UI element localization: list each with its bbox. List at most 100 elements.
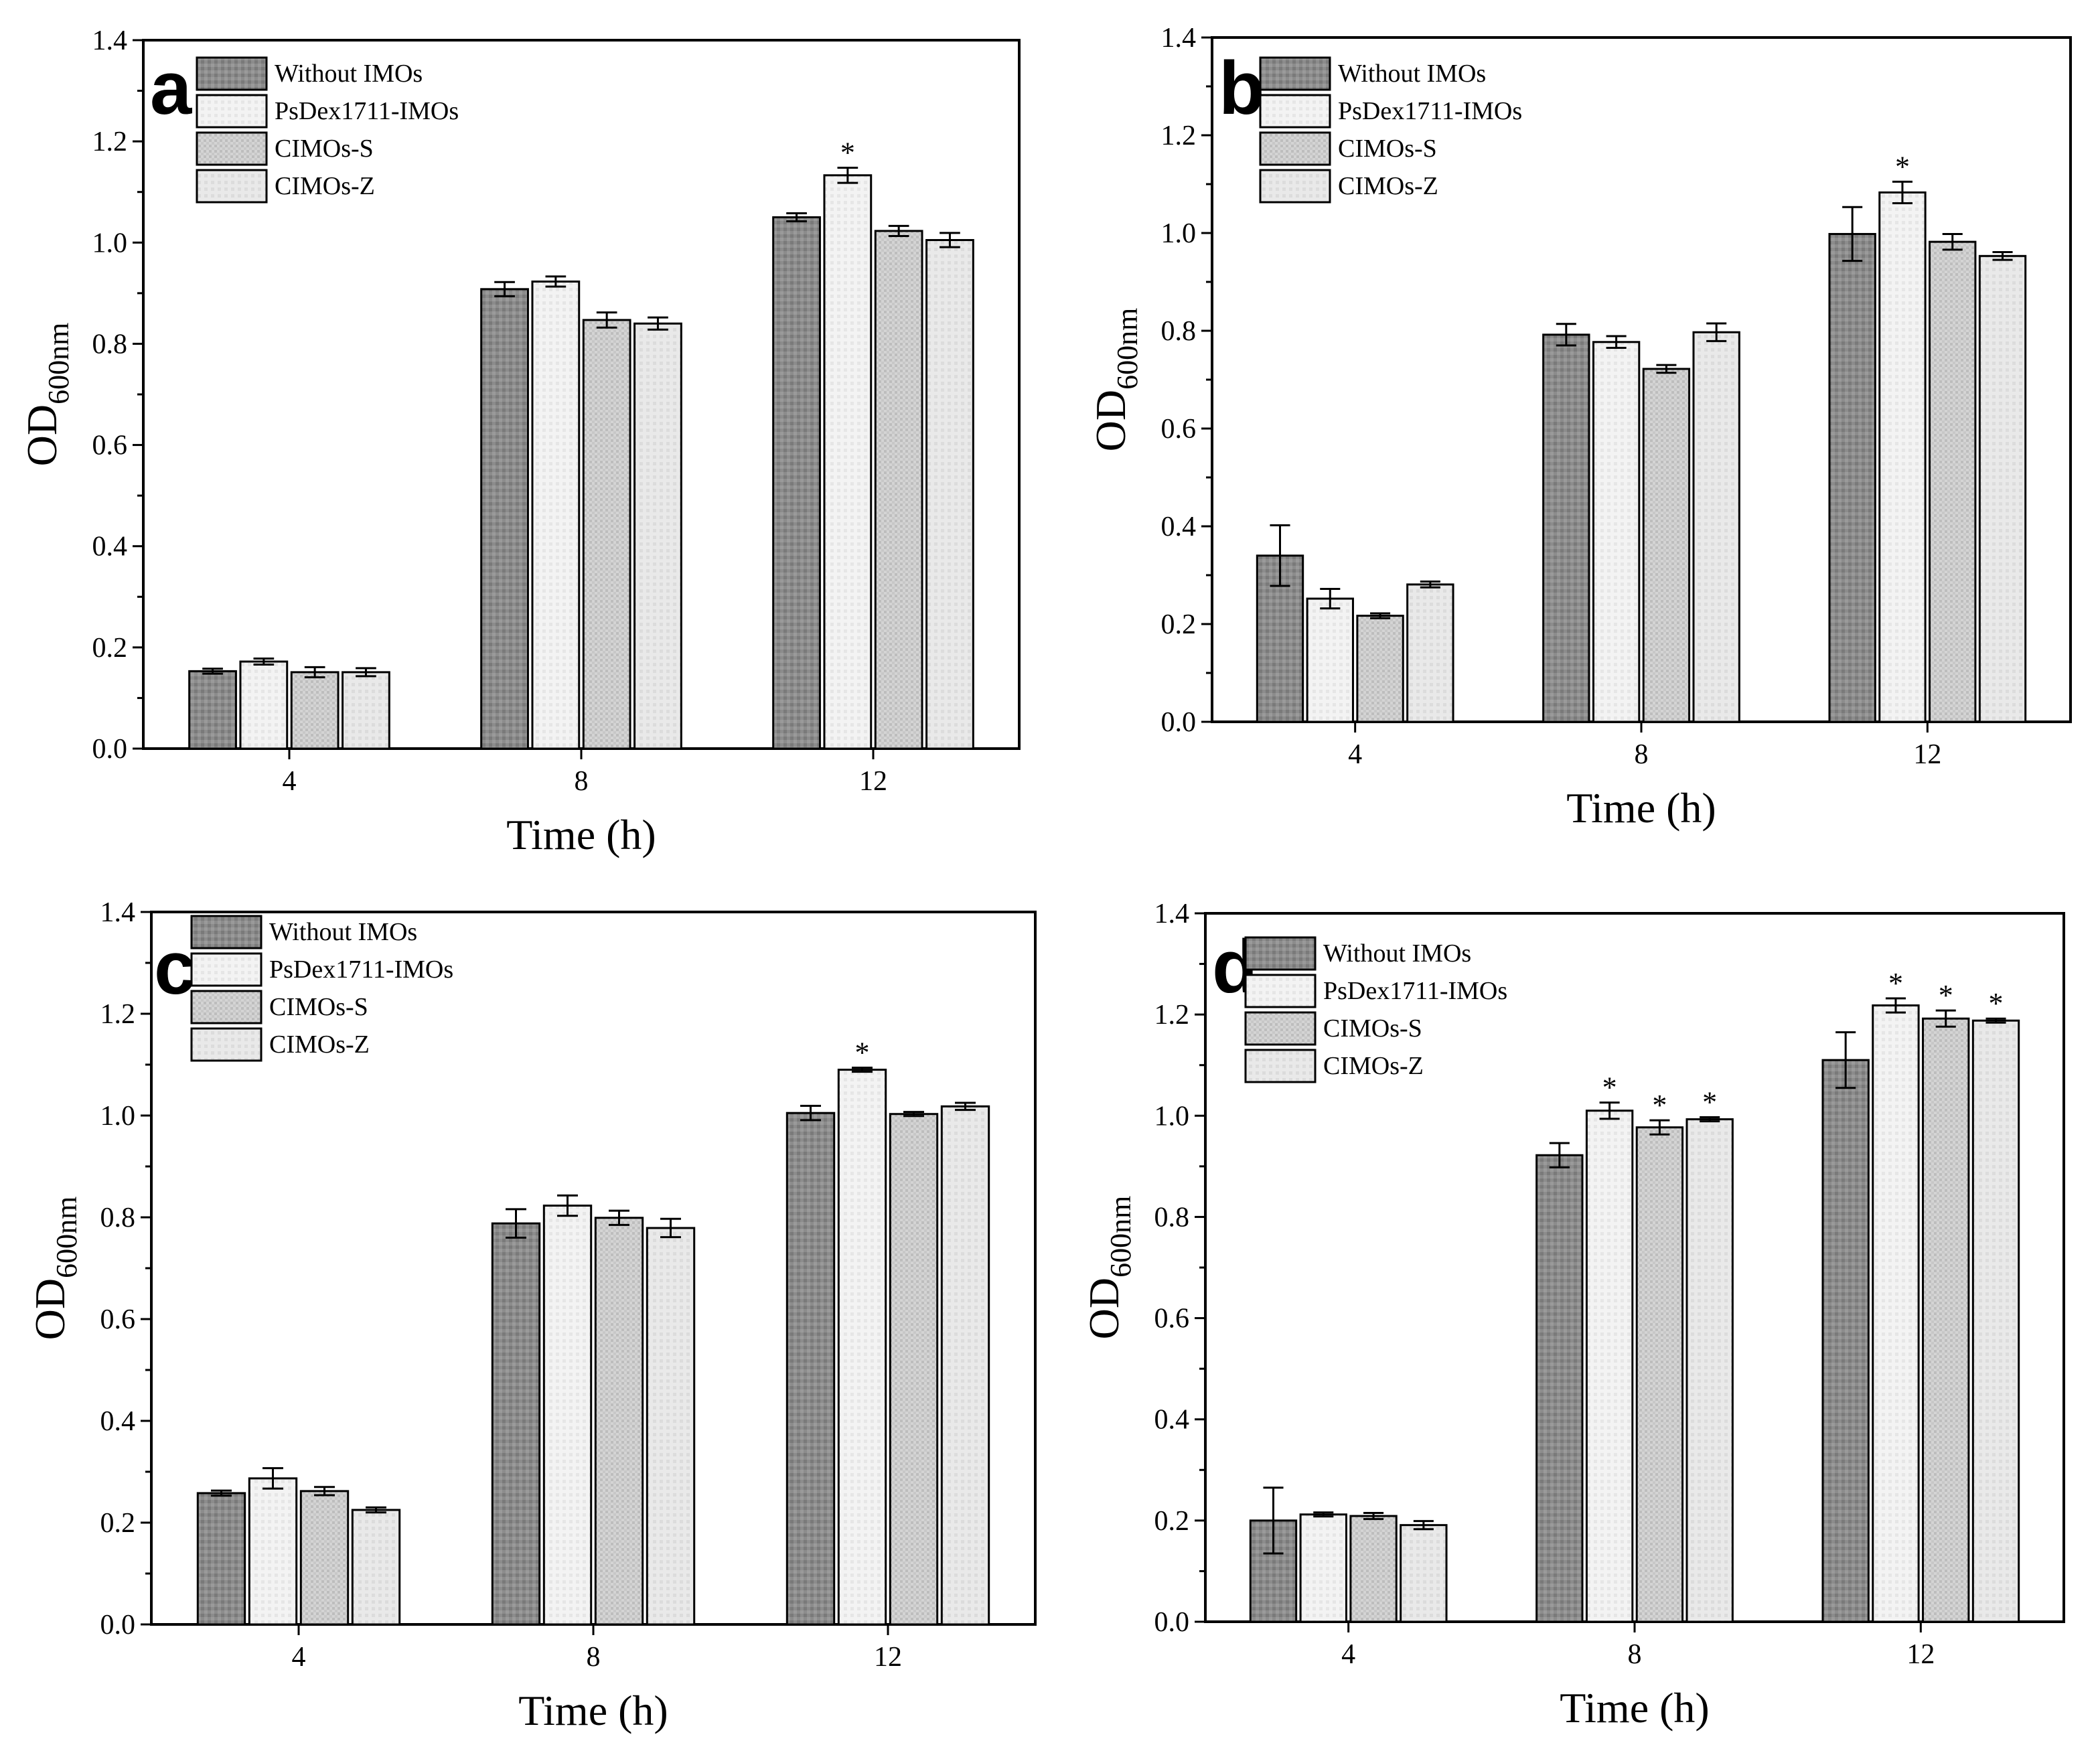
bar <box>785 1112 836 1626</box>
bar <box>299 1490 350 1626</box>
significance-star: * <box>1895 150 1910 183</box>
bar <box>531 280 581 750</box>
legend-label: Without IMOs <box>1338 60 1486 88</box>
y-tick-label: 0.8 <box>100 1203 136 1233</box>
bar <box>1356 615 1404 723</box>
y-tick-label: 1.2 <box>1154 1000 1190 1030</box>
y-tick-label: 1.0 <box>1161 218 1197 249</box>
bar <box>646 1227 696 1626</box>
legend-label: PsDex1711-IMOs <box>269 956 453 984</box>
x-axis-title: Time (h) <box>518 1687 668 1734</box>
y-tick-label: 0.0 <box>1154 1607 1190 1638</box>
legend-swatch <box>1259 94 1331 129</box>
bar <box>342 671 390 750</box>
bar <box>1929 240 1977 723</box>
bar <box>837 1069 887 1626</box>
bar <box>1878 191 1927 723</box>
y-tick-label: 1.0 <box>100 1101 136 1132</box>
y-tick-label: 0.4 <box>1154 1405 1190 1436</box>
bar <box>1249 1519 1298 1623</box>
y-tick-label: 0.8 <box>92 329 128 360</box>
y-tick-label: 0.6 <box>1154 1304 1190 1334</box>
x-axis-title: Time (h) <box>1560 1684 1709 1732</box>
y-tick-label: 0.4 <box>92 532 128 562</box>
bar <box>1635 1126 1684 1623</box>
y-tick-label: 0.4 <box>100 1406 136 1437</box>
y-tick-label: 1.2 <box>100 999 136 1030</box>
y-tick-label: 1.4 <box>1154 899 1190 929</box>
bar <box>874 230 923 750</box>
significance-star: * <box>1702 1086 1717 1119</box>
bar <box>351 1509 401 1626</box>
bar <box>196 1492 246 1626</box>
bar <box>239 660 289 750</box>
x-tick-label: 4 <box>1348 739 1362 770</box>
legend-label: CIMOs-S <box>275 135 374 163</box>
bar <box>1406 583 1454 723</box>
legend-swatch <box>196 94 268 129</box>
significance-star: * <box>1989 987 2004 1020</box>
legend-label: CIMOs-Z <box>269 1030 370 1059</box>
legend-swatch <box>1259 131 1331 166</box>
bar <box>480 288 529 750</box>
panel-letter: b <box>1219 46 1264 130</box>
bar <box>772 216 821 750</box>
legend-swatch <box>190 952 262 987</box>
legend-swatch <box>190 915 262 949</box>
x-tick-label: 12 <box>1906 1639 1935 1670</box>
bar <box>594 1217 644 1626</box>
y-axis-title: OD600nm <box>1080 1196 1137 1340</box>
y-tick-label: 0.2 <box>92 633 128 664</box>
significance-star: * <box>1888 967 1903 1000</box>
x-tick-label: 8 <box>1635 739 1649 770</box>
y-tick-label: 1.2 <box>92 127 128 157</box>
x-tick-label: 4 <box>292 1642 306 1673</box>
legend-label: PsDex1711-IMOs <box>275 97 459 125</box>
significance-star: * <box>855 1037 870 1069</box>
bar <box>290 671 340 750</box>
x-axis-title: Time (h) <box>1566 784 1716 832</box>
bar <box>582 319 631 750</box>
x-tick-label: 12 <box>1913 739 1941 770</box>
bar <box>633 322 682 750</box>
y-tick-label: 0.8 <box>1161 316 1197 347</box>
y-tick-label: 1.0 <box>92 228 128 258</box>
significance-star: * <box>840 136 855 169</box>
bar <box>925 239 974 750</box>
bar <box>940 1105 990 1626</box>
legend-label: CIMOs-Z <box>1338 172 1438 200</box>
legend-label: CIMOs-S <box>269 993 368 1021</box>
bar <box>491 1222 541 1626</box>
legend-label: CIMOs-Z <box>1323 1052 1424 1080</box>
bar <box>1642 368 1691 723</box>
legend-swatch <box>1259 169 1331 204</box>
y-axis-title: OD600nm <box>18 323 75 467</box>
bar <box>542 1205 593 1626</box>
y-tick-label: 1.2 <box>1161 121 1197 151</box>
x-tick-label: 12 <box>874 1642 902 1673</box>
panel-c: 0.0 0.2 0.4 0.6 0.8 1.0 1.2 1.4 4 8 12 * Time (h) OD6… <box>26 897 1037 1734</box>
legend-swatch <box>196 169 268 204</box>
legend-swatch <box>1244 1049 1317 1083</box>
legend-swatch <box>196 56 268 91</box>
y-tick-label: 0.0 <box>100 1610 136 1640</box>
panel-b: 0.0 0.2 0.4 0.6 0.8 1.0 1.2 1.4 4 8 12 * Time (h) OD6… <box>1087 23 2072 832</box>
bar <box>1299 1513 1347 1623</box>
legend-label: Without IMOs <box>1323 939 1471 968</box>
y-tick-label: 0.6 <box>100 1304 136 1335</box>
panel-a: 0.0 0.2 0.4 0.6 0.8 1.0 1.2 1.4 4 8 12 * Time (h) OD6… <box>18 25 1021 858</box>
legend-swatch <box>1244 974 1317 1008</box>
bar <box>248 1477 298 1626</box>
x-tick-label: 8 <box>587 1642 601 1673</box>
legend-label: Without IMOs <box>269 918 417 946</box>
legend-label: CIMOs-Z <box>275 172 375 200</box>
bar <box>1828 232 1876 723</box>
significance-star: * <box>1939 979 1953 1012</box>
legend-swatch <box>1244 1011 1317 1046</box>
x-tick-label: 4 <box>283 766 297 797</box>
bar <box>1821 1059 1870 1623</box>
x-tick-label: 8 <box>575 766 589 797</box>
y-tick-label: 0.6 <box>92 431 128 461</box>
y-tick-label: 0.2 <box>1154 1506 1190 1537</box>
